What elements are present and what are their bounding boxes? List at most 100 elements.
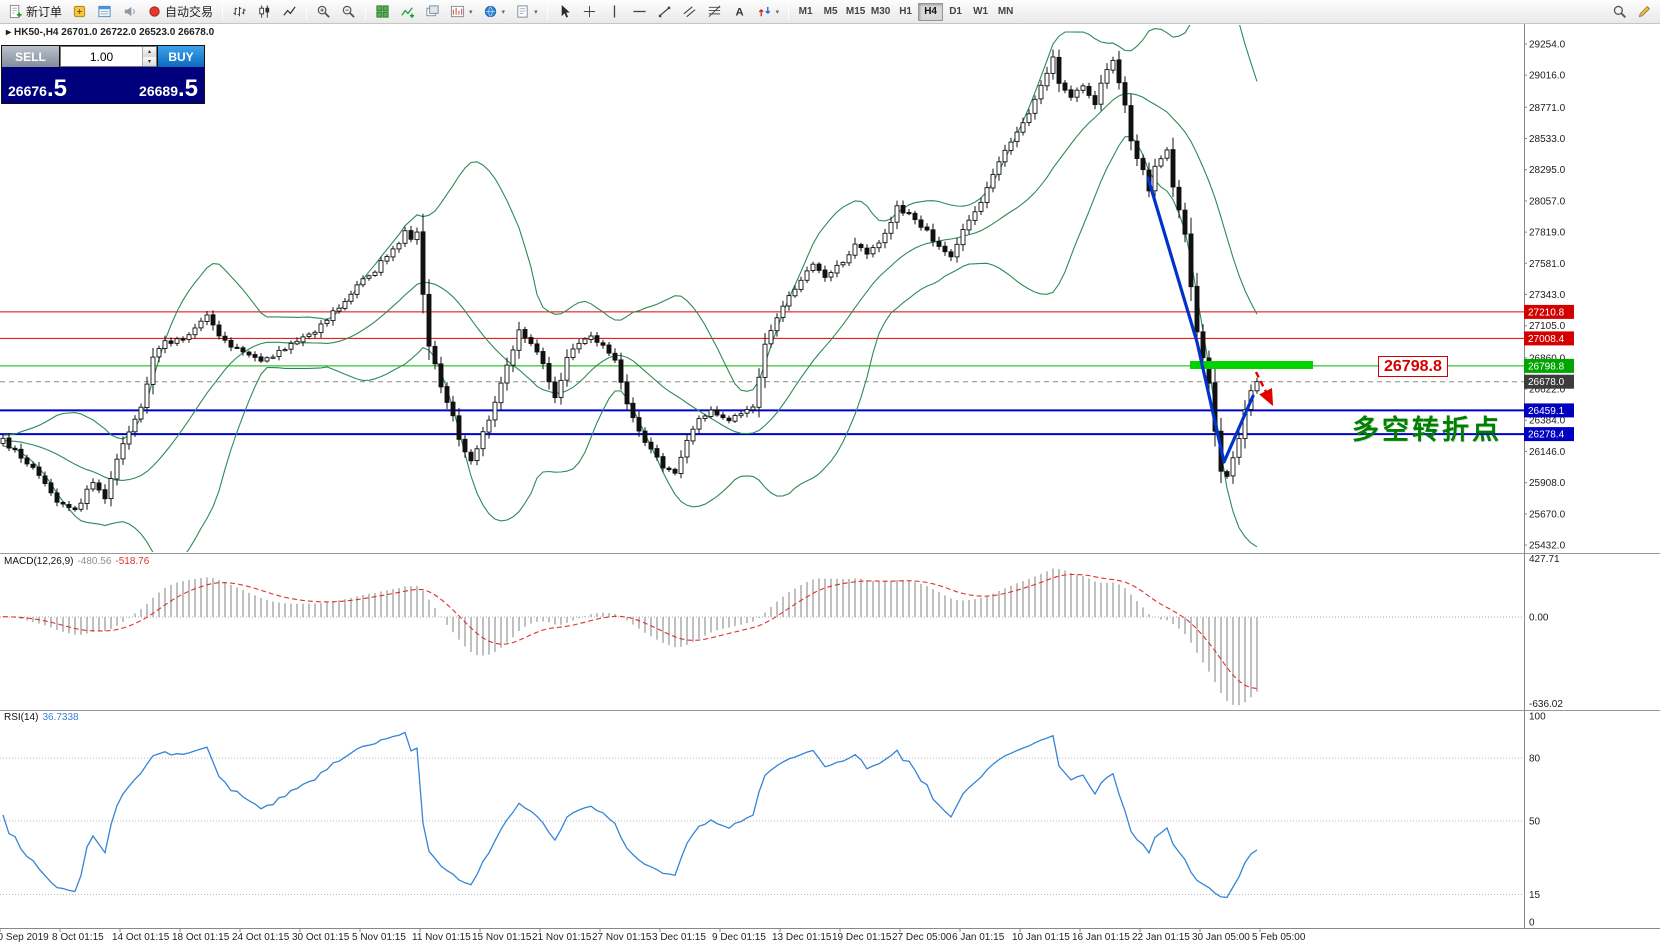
mql-editor-button[interactable] — [68, 2, 91, 22]
price-axis-label: 29016.0 — [1529, 71, 1566, 82]
time-axis-label[interactable]: 30 Jan 05:00 — [1192, 932, 1250, 943]
svg-text:26278.4: 26278.4 — [1528, 430, 1565, 441]
timeframe-m30-button[interactable]: M30 — [870, 6, 891, 17]
timeframe-w1-button[interactable]: W1 — [973, 6, 989, 17]
time-axis-label[interactable]: 6 Jan 01:15 — [952, 932, 1005, 943]
fibonacci-button[interactable] — [703, 2, 726, 22]
candles — [0, 49, 1260, 512]
time-axis-label[interactable]: 5 Feb 05:00 — [1252, 932, 1306, 943]
time-axis-label[interactable]: 8 Oct 01:15 — [52, 932, 104, 943]
alerts-icon — [122, 4, 137, 19]
time-axis-label[interactable]: 18 Oct 01:15 — [172, 932, 230, 943]
time-axis-label[interactable]: 14 Oct 01:15 — [112, 932, 170, 943]
line-chart-button[interactable] — [278, 2, 301, 22]
market-watch-button[interactable] — [93, 2, 116, 22]
vertical-line-button[interactable] — [603, 2, 626, 22]
line-chart-icon — [282, 4, 297, 19]
crosshair-button[interactable] — [578, 2, 601, 22]
channel-icon — [682, 4, 697, 19]
time-axis-label[interactable]: 3 Dec 01:15 — [652, 932, 706, 943]
templates-button[interactable]: ▾ — [511, 2, 542, 22]
chart-marker-icon: ▸ — [6, 27, 12, 38]
price-tag: 27008.4 — [1524, 331, 1574, 346]
timeframe-m15-button[interactable]: M15 — [845, 6, 866, 17]
time-axis-label[interactable]: 27 Dec 05:00 — [892, 932, 952, 943]
price-axis-label: 29254.0 — [1529, 40, 1566, 51]
channel-button[interactable] — [678, 2, 701, 22]
cascade-windows-button[interactable] — [421, 2, 444, 22]
rsi-scale-label: 80 — [1529, 754, 1541, 765]
time-axis-label[interactable]: 9 Dec 01:15 — [712, 932, 766, 943]
timeframe-m1-button[interactable]: M1 — [798, 6, 813, 17]
tile-windows-button[interactable] — [371, 2, 394, 22]
time-axis-label[interactable]: 27 Nov 01:15 — [592, 932, 652, 943]
price-axis[interactable]: 29254.0 29016.0 28771.0 28533.0 28295.0 28057… — [1524, 40, 1574, 552]
bar-chart-button[interactable] — [228, 2, 251, 22]
rsi-scale-label: 0 — [1529, 918, 1535, 929]
sell-button[interactable]: SELL — [2, 46, 59, 67]
candlestick-chart-button[interactable] — [253, 2, 276, 22]
time-axis-label[interactable]: 21 Nov 01:15 — [532, 932, 592, 943]
rsi-indicator-label: RSI(14) 36.7338 — [4, 712, 79, 723]
timeframe-h1-button[interactable]: H1 — [899, 6, 912, 17]
volume-down-button[interactable]: ▾ — [143, 56, 156, 66]
horizontal-line-button[interactable] — [628, 2, 651, 22]
autotrading-icon — [147, 4, 162, 19]
direction-arrow[interactable] — [1254, 371, 1274, 407]
support-highlight-bar[interactable] — [1190, 361, 1313, 369]
buy-button[interactable]: BUY — [158, 46, 204, 67]
search-button[interactable] — [1608, 2, 1631, 22]
time-axis-label[interactable]: 24 Oct 01:15 — [232, 932, 290, 943]
price-axis-label: 28057.0 — [1529, 196, 1566, 207]
timeframe-d1-button[interactable]: D1 — [949, 6, 962, 17]
time-axis-label[interactable]: 11 Nov 01:15 — [412, 932, 471, 943]
volume-up-button[interactable]: ▴ — [143, 47, 156, 57]
time-axis-label[interactable]: 13 Dec 01:15 — [772, 932, 832, 943]
zoom-in-button[interactable] — [312, 2, 335, 22]
trend-polyline[interactable] — [1146, 176, 1255, 464]
chinese-annotation[interactable]: 多空转折点 — [1352, 415, 1502, 445]
time-axis-label[interactable]: 15 Nov 01:15 — [472, 932, 532, 943]
bollinger-bands — [2, 25, 1258, 552]
rsi-scale-label: 100 — [1529, 712, 1546, 723]
rsi-scale-label: 50 — [1529, 817, 1541, 828]
time-axis-label[interactable]: 16 Jan 01:15 — [1072, 932, 1130, 943]
price-axis-label: 25670.0 — [1529, 509, 1566, 520]
time-axis-label[interactable]: 30 Oct 01:15 — [292, 932, 350, 943]
svg-text:A: A — [735, 6, 743, 18]
time-axis-label[interactable]: 19 Dec 01:15 — [832, 932, 892, 943]
volume-stepper[interactable]: 1.00 ▴ ▾ — [60, 46, 157, 67]
profiles-button[interactable]: ▾ — [479, 2, 510, 22]
timeframe-mn-button[interactable]: MN — [997, 6, 1014, 17]
time-axis-label[interactable]: 10 Jan 01:15 — [1012, 932, 1070, 943]
new-order-button[interactable]: 新订单 — [4, 2, 66, 22]
cursor-button[interactable] — [553, 2, 576, 22]
trendline-button[interactable] — [653, 2, 676, 22]
time-axis-label[interactable]: 5 Nov 01:15 — [352, 932, 406, 943]
macd-plot — [0, 568, 1524, 706]
timeframe-m5-button[interactable]: M5 — [823, 6, 838, 17]
arrows-button[interactable]: ▾ — [753, 2, 784, 22]
new-chart-button[interactable]: ▾ — [446, 2, 477, 22]
price-axis-label: 28533.0 — [1529, 134, 1566, 145]
quick-edit-button[interactable] — [1633, 2, 1656, 22]
timeframe-h4-button[interactable]: H4 — [918, 2, 944, 21]
time-axis-label[interactable]: 30 Sep 2019 — [0, 932, 49, 943]
toolbar-separator — [788, 3, 790, 20]
zoom-out-button[interactable] — [337, 2, 360, 22]
alerts-button[interactable] — [118, 2, 141, 22]
price-callout-label[interactable]: 26798.8 — [1378, 356, 1448, 377]
toolbar-separator — [222, 3, 224, 20]
text-label-button[interactable]: A — [728, 2, 751, 22]
macd-value: -480.56 — [77, 556, 112, 567]
svg-text:27008.4: 27008.4 — [1528, 334, 1565, 345]
volume-value[interactable]: 1.00 — [89, 49, 114, 64]
indicators-button[interactable] — [396, 2, 419, 22]
arrows-icon — [757, 4, 772, 19]
time-axis-label[interactable]: 22 Jan 01:15 — [1132, 932, 1190, 943]
price-tag: 26678.0 — [1524, 374, 1574, 389]
autotrading-button[interactable]: 自动交易 — [143, 2, 217, 22]
rsi-plot — [0, 731, 1524, 899]
